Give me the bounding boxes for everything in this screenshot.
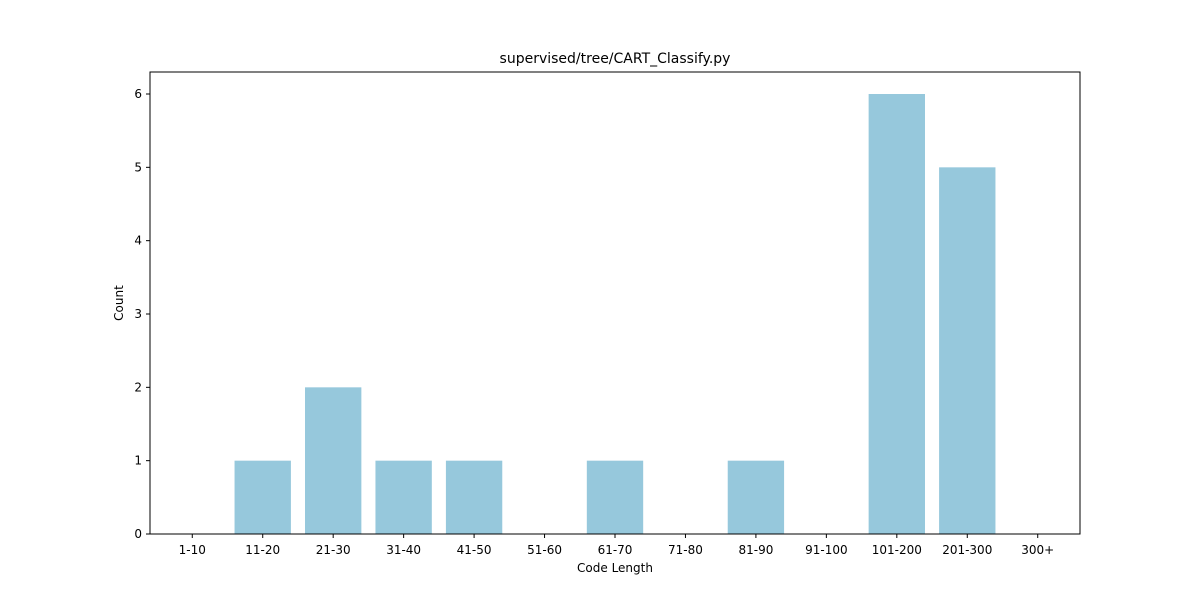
x-tick-label: 71-80: [668, 543, 703, 557]
x-tick-label: 31-40: [386, 543, 421, 557]
x-tick-label: 11-20: [245, 543, 280, 557]
bar-101-200: [868, 94, 925, 534]
x-tick-label: 21-30: [316, 543, 351, 557]
y-tick-label: 0: [134, 527, 142, 541]
x-tick-label: 101-200: [872, 543, 922, 557]
x-tick-label: 91-100: [805, 543, 848, 557]
x-tick-label: 1-10: [179, 543, 206, 557]
bar-41-50: [445, 460, 503, 534]
x-tick-label: 41-50: [457, 543, 492, 557]
bar-81-90: [727, 460, 785, 534]
x-tick-label: 300+: [1021, 543, 1054, 557]
chart-title: supervised/tree/CART_Classify.py: [500, 51, 731, 67]
y-tick-label: 1: [134, 454, 142, 468]
bar-21-30: [305, 387, 362, 534]
y-tick-label: 2: [134, 380, 142, 394]
bar-31-40: [375, 460, 432, 534]
y-axis-label: Count: [112, 285, 126, 321]
plot-area-frame: [149, 71, 1081, 535]
x-axis-label: Code Length: [577, 561, 653, 575]
x-tick-label: 201-300: [942, 543, 992, 557]
x-tick-label: 61-70: [598, 543, 633, 557]
bar-11-20: [234, 460, 291, 534]
y-tick-label: 6: [134, 87, 142, 101]
bar-201-300: [939, 167, 996, 535]
y-axis-ticks: 0 1 2 3 4 5 6: [134, 87, 150, 541]
x-tick-label: 51-60: [527, 543, 562, 557]
y-tick-label: 5: [134, 160, 142, 174]
x-axis-ticks: 1-10 11-20 21-30 31-40 41-50 51-60 61-70 71-80 8…: [179, 534, 1054, 557]
bar-61-70: [586, 460, 644, 534]
bars: [234, 94, 996, 535]
y-tick-label: 4: [134, 234, 142, 248]
x-tick-label: 81-90: [738, 543, 773, 557]
y-tick-label: 3: [134, 307, 142, 321]
